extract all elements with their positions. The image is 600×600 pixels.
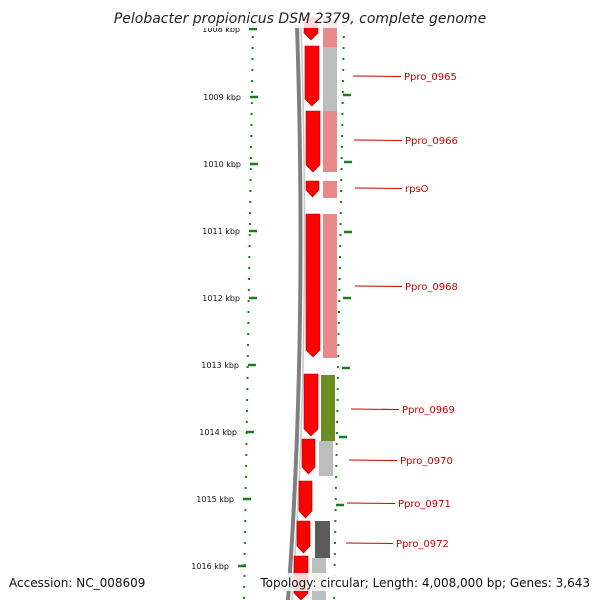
gene-leader-line — [346, 502, 396, 504]
cds-arrow — [298, 480, 313, 519]
ruler-label: 1014 kbp — [199, 428, 237, 437]
gene-leader-line — [350, 408, 400, 410]
track-dotted-line — [333, 24, 345, 600]
gene-label[interactable]: Ppro_0965 — [404, 72, 457, 83]
title-backdrop — [110, 8, 490, 28]
gene-label[interactable]: Ppro_0972 — [396, 539, 449, 550]
cds-arrow — [305, 213, 321, 358]
feature-bar — [323, 181, 337, 198]
footer-backdrop-right — [258, 573, 595, 591]
gene-leader-line — [353, 139, 403, 141]
feature-bar — [315, 521, 330, 558]
gene-label[interactable]: Ppro_0968 — [405, 282, 458, 293]
gene-leader-line — [345, 542, 394, 544]
backbone — [286, 24, 306, 600]
ruler-ticks: 1008 kbp 1009 kbp 1010 kbp 1011 kbp 1012 kbp… — [191, 25, 258, 571]
ruler-label: 1016 kbp — [191, 562, 229, 571]
feature-bar — [323, 111, 337, 172]
gene-leader-line — [348, 459, 398, 461]
ruler-label: 1012 kbp — [202, 294, 240, 303]
ruler-label: 1015 kbp — [196, 495, 234, 504]
ruler-label: 1009 kbp — [203, 93, 241, 102]
gene-label[interactable]: Ppro_0970 — [400, 456, 453, 467]
accession-text: Accession: NC_008609 — [9, 576, 145, 590]
backbone-inner-line — [291, 24, 306, 600]
feature-bar — [323, 47, 337, 111]
map-title: Pelobacter propionicus DSM 2379, complet… — [114, 11, 486, 27]
cds-arrow — [301, 438, 316, 475]
cds-arrow — [305, 110, 321, 173]
backbone-outer-line — [286, 24, 303, 600]
feature-bar — [319, 441, 333, 476]
cds-arrow — [304, 45, 320, 107]
footer-backdrop-left — [4, 573, 146, 591]
gene-leader-line — [352, 75, 402, 77]
feature-bar — [321, 375, 335, 441]
gene-label[interactable]: Ppro_0966 — [405, 136, 458, 147]
cds-arrow — [303, 373, 319, 437]
ruler-axis — [243, 24, 254, 600]
feature-bar — [323, 214, 337, 358]
ruler-label: 1010 kbp — [203, 160, 241, 169]
gene-labels: Ppro_0965 Ppro_0966 rpsO Ppro_0968 Ppro_0969… — [345, 72, 458, 550]
gene-label[interactable]: Ppro_0971 — [398, 499, 451, 510]
ruler-label: 1013 kbp — [201, 361, 239, 370]
ruler-dotted-line — [243, 24, 254, 600]
gene-leader-line — [354, 187, 403, 189]
gene-leader-line — [354, 285, 403, 287]
ruler-label: 1008 kbp — [202, 25, 240, 34]
gene-label[interactable]: rpsO — [405, 184, 429, 195]
cds-arrow — [296, 520, 311, 554]
gene-label[interactable]: Ppro_0969 — [402, 405, 455, 416]
topology-text: Topology: circular; Length: 4,008,000 bp… — [259, 576, 590, 590]
cds-arrow — [305, 180, 320, 198]
ruler-label: 1011 kbp — [202, 227, 240, 236]
